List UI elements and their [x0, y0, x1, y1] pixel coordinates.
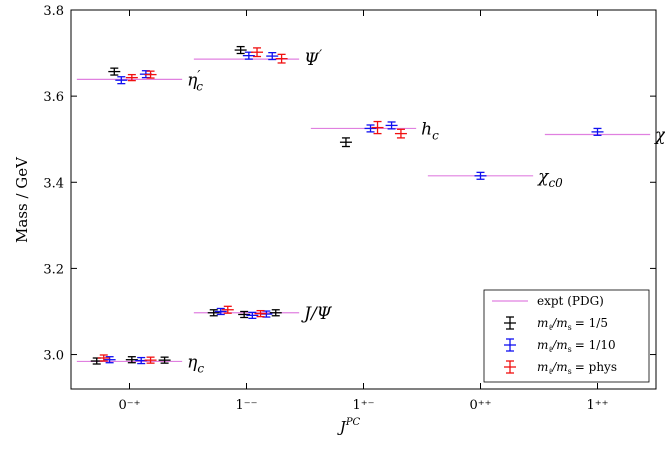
- x-tick-label: 0⁻⁺: [119, 398, 141, 413]
- state-label-base: η: [187, 352, 198, 372]
- state-label-prime: ′: [319, 48, 322, 63]
- legend-ms-sub: s: [568, 323, 572, 332]
- x-tick-label: 1⁻⁻: [236, 398, 258, 413]
- state-label: Ψ′: [304, 48, 322, 70]
- legend-ms: /m: [551, 338, 567, 352]
- data-point-phys: [371, 120, 384, 135]
- state-label: hc: [421, 119, 439, 142]
- state-label-sub: c: [432, 128, 439, 142]
- legend-ml: m: [537, 360, 548, 374]
- data-point-phys: [125, 73, 138, 82]
- legend-ml-sub: ℓ: [548, 323, 552, 332]
- state-label: J/Ψ: [301, 304, 333, 324]
- data-point-phys: [144, 356, 157, 364]
- data-point-ratio-1-5: [207, 309, 220, 317]
- data-point-ratio-1-10: [115, 76, 128, 85]
- state-label-sub: c: [196, 79, 203, 93]
- data-point-ratio-1-5: [339, 137, 352, 148]
- state-label-sub: c: [197, 361, 204, 375]
- state-label-base: χ: [537, 167, 550, 187]
- data-point-ratio-1-10: [474, 171, 487, 180]
- data-point-ratio-1-5: [108, 67, 121, 76]
- state-label-base: χ: [654, 125, 665, 145]
- x-tick-label: 1⁺⁻: [353, 398, 375, 413]
- state-label-base: η: [187, 70, 198, 90]
- data-point-ratio-1-10: [364, 124, 377, 133]
- state-label-prime: ′: [197, 68, 200, 83]
- legend-label-ratio-1-5: mℓ/ms = 1/5: [537, 316, 608, 332]
- legend-errbar: [504, 338, 516, 352]
- x-tick-label: 1⁺⁺: [587, 398, 609, 413]
- data-point-ratio-1-5: [158, 356, 171, 364]
- state-label-sub: c0: [548, 176, 563, 190]
- x-axis-label: JPC: [337, 417, 361, 436]
- data-point-phys: [275, 53, 288, 64]
- legend-errbar: [504, 316, 516, 330]
- axis-ticks: 3.0 3.2 3.4 3.6 3.8 0⁻⁺ 1⁻⁻ 1⁺⁻ 0⁺⁺ 1⁺⁺: [43, 4, 656, 413]
- y-tick-label: 3.0: [43, 349, 64, 364]
- data-point-phys: [221, 305, 234, 314]
- legend-ml-sub: ℓ: [548, 345, 552, 354]
- y-tick-label: 3.8: [43, 4, 64, 19]
- data-point-ratio-1-5: [234, 45, 247, 55]
- x-axis-label-sup: PC: [345, 417, 361, 428]
- state-label-base: h: [421, 119, 432, 139]
- legend-ms-sub: s: [568, 345, 572, 354]
- legend-ml: m: [537, 338, 548, 352]
- legend-marker-ratio-1-5: [504, 316, 516, 330]
- legend-ms: /m: [551, 360, 567, 374]
- x-tick-label: 0⁺⁺: [470, 398, 492, 413]
- state-label: ηc: [187, 352, 204, 375]
- data-point-phys: [394, 128, 407, 139]
- legend-ratio-1-10-value: = 1/10: [575, 338, 616, 352]
- data-point-ratio-1-10: [591, 127, 604, 136]
- legend-ml-sub: ℓ: [548, 367, 552, 376]
- y-tick-label: 3.2: [43, 262, 64, 277]
- y-tick-label: 3.4: [43, 176, 64, 191]
- legend: expt (PDG) mℓ/ms = 1/5 mℓ/ms = 1/10 mℓ/ms =…: [483, 289, 650, 383]
- legend-label-expt: expt (PDG): [537, 294, 604, 308]
- state-label: χc1: [654, 125, 665, 148]
- state-label: η′ c: [187, 68, 203, 93]
- legend-label-phys: mℓ/ms = phys: [537, 360, 617, 376]
- data-point-ratio-1-5: [238, 310, 251, 319]
- data-point-phys: [144, 70, 157, 79]
- data-point-phys: [251, 47, 264, 58]
- x-axis-label-base: J: [337, 418, 347, 436]
- legend-ratio-1-5-value: = 1/5: [575, 316, 608, 330]
- legend-label-ratio-1-10: mℓ/ms = 1/10: [537, 338, 616, 354]
- legend-errbar: [504, 360, 516, 374]
- legend-ml: m: [537, 316, 548, 330]
- lattice-data-points: [90, 45, 604, 365]
- data-point-ratio-1-10: [266, 51, 279, 61]
- data-point-ratio-1-5: [269, 309, 282, 317]
- legend-ms-sub: s: [568, 367, 572, 376]
- state-label-base: J/Ψ: [301, 304, 333, 324]
- data-point-ratio-1-5: [125, 356, 138, 364]
- state-label: χc0: [537, 167, 563, 190]
- legend-ms: /m: [551, 316, 567, 330]
- legend-marker-ratio-1-10: [504, 338, 516, 352]
- data-point-phys: [254, 309, 267, 318]
- data-point-ratio-1-10: [246, 311, 259, 320]
- data-point-phys: [97, 354, 110, 362]
- y-axis-label: Mass / GeV: [13, 156, 31, 243]
- legend-phys-value: = phys: [575, 360, 617, 374]
- data-point-ratio-1-10: [385, 121, 398, 130]
- legend-marker-phys: [504, 360, 516, 374]
- data-point-ratio-1-10: [214, 307, 227, 316]
- state-label-base: Ψ: [304, 50, 320, 70]
- y-tick-label: 3.6: [43, 90, 64, 105]
